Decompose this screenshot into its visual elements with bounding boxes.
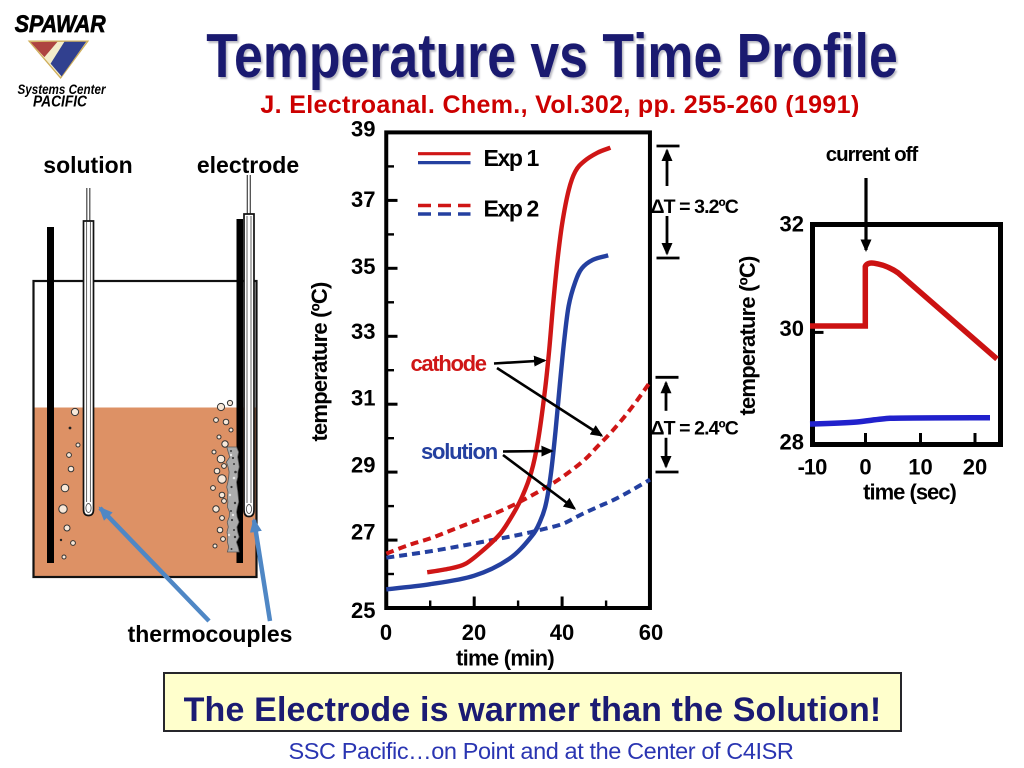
svg-text:32: 32: [780, 212, 804, 237]
svg-text:27: 27: [351, 520, 375, 545]
svg-text:0: 0: [380, 620, 392, 645]
svg-text:solution: solution: [43, 152, 132, 178]
svg-text:ΔT = 2.4ºC: ΔT = 2.4ºC: [651, 418, 739, 440]
svg-text:time (min): time (min): [456, 646, 554, 671]
svg-text:PACIFIC: PACIFIC: [33, 94, 88, 111]
svg-text:SPAWAR: SPAWAR: [15, 11, 107, 38]
svg-text:cathode: cathode: [411, 351, 487, 376]
svg-text:10: 10: [908, 455, 932, 480]
svg-text:39: 39: [351, 117, 375, 142]
svg-text:40: 40: [550, 620, 574, 645]
svg-text:solution: solution: [421, 439, 498, 464]
svg-text:35: 35: [351, 254, 375, 279]
svg-text:29: 29: [351, 453, 375, 478]
svg-text:Exp 1: Exp 1: [484, 145, 540, 171]
svg-text:25: 25: [351, 598, 375, 623]
svg-text:0: 0: [859, 455, 871, 480]
svg-text:-10: -10: [798, 455, 828, 480]
svg-text:20: 20: [963, 455, 987, 480]
svg-text:temperature (ºC): temperature (ºC): [307, 282, 332, 442]
svg-text:20: 20: [462, 620, 486, 645]
svg-text:ΔT = 3.2ºC: ΔT = 3.2ºC: [651, 196, 739, 218]
svg-text:33: 33: [351, 319, 375, 344]
svg-text:current off: current off: [826, 143, 919, 166]
svg-text:60: 60: [639, 620, 663, 645]
svg-text:time (sec): time (sec): [863, 480, 956, 505]
svg-text:electrode: electrode: [197, 152, 299, 178]
svg-text:Systems Center: Systems Center: [18, 82, 107, 97]
svg-text:31: 31: [351, 386, 375, 411]
svg-text:37: 37: [351, 187, 375, 212]
svg-text:30: 30: [780, 316, 804, 341]
svg-text:Exp 2: Exp 2: [484, 196, 539, 222]
svg-text:temperature (ºC): temperature (ºC): [735, 256, 760, 416]
svg-text:thermocouples: thermocouples: [128, 621, 293, 647]
svg-text:28: 28: [780, 430, 804, 455]
